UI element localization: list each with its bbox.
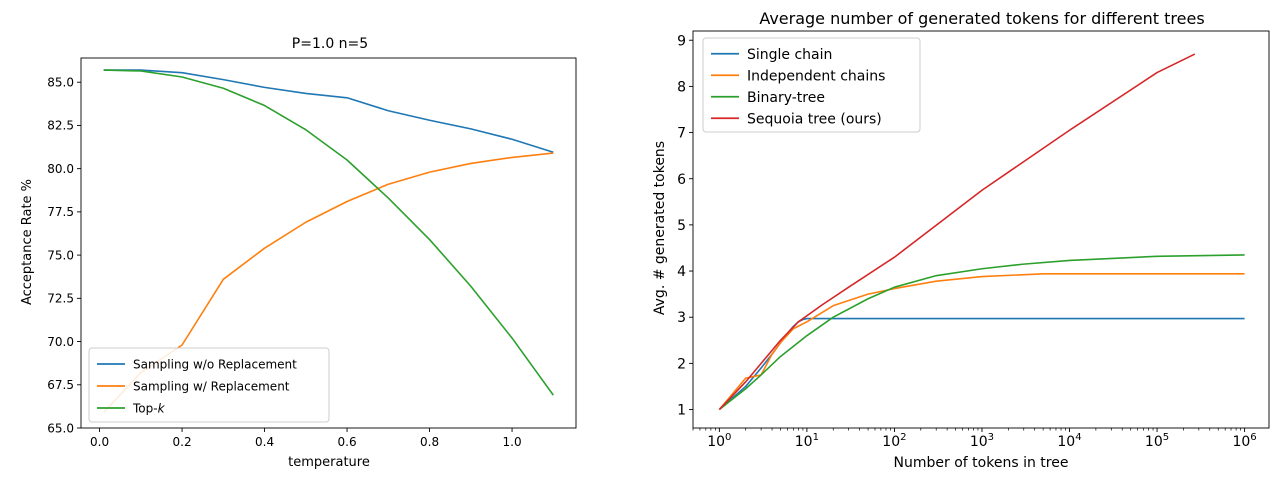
y-tick-label: 5: [677, 218, 686, 234]
y-tick-label: 80.0: [47, 162, 74, 176]
y-tick-label: 77.5: [47, 205, 74, 219]
x-ticks: 0.0 0.2 0.4 0.6 0.8 1.0: [90, 428, 522, 449]
axes-frame: [80, 57, 577, 429]
y-tick-label: 85.0: [47, 76, 74, 90]
y-ticks: 65.0 67.5 70.0 72.5 75.0 77.5 80.0 82.5 85.0: [47, 76, 81, 435]
x-axis-label: temperature: [288, 455, 370, 470]
y-tick-label: 65.0: [47, 421, 74, 435]
series-line-binary-tree: [718, 254, 1245, 411]
x-tick-label: 1.0: [503, 435, 522, 449]
y-tick-label: 72.5: [47, 292, 74, 306]
legend: Sampling w/o Replacement Sampling w/ Repl…: [88, 347, 330, 423]
series-line-sequoia-tree-ours: [718, 53, 1196, 411]
y-tick-label: 75.0: [47, 248, 74, 262]
legend-label-independent-chains: Independent chains: [747, 68, 885, 84]
series-line-independent-chains: [718, 273, 1245, 411]
x-ticks: 100 101 102 103 104 105 106: [692, 428, 1257, 450]
y-tick-label: 1: [677, 403, 686, 419]
y-tick-label: 67.5: [47, 378, 74, 392]
y-tick-label: 8: [677, 79, 686, 95]
y-axis-label: Acceptance Rate %: [20, 179, 35, 305]
x-tick-label: 102: [882, 432, 906, 450]
legend-box: [702, 37, 921, 133]
legend-label-top-k: Top-k: [132, 401, 166, 415]
series-line-top-k: [103, 69, 554, 396]
y-ticks: 1 2 3 4 5 6 7 8 9: [677, 33, 693, 419]
acceptance-rate-chart: P=1.0 n=5 0.0 0.2 0.4 0.6 0.8 1.0 65.0 67.5 70.…: [20, 36, 577, 470]
generated-tokens-chart: Average number of generated tokens for d…: [652, 9, 1270, 471]
legend: Single chain Independent chains Binary-tre…: [702, 37, 921, 133]
x-tick-label: 0.8: [420, 435, 439, 449]
x-tick-label: 106: [1232, 432, 1256, 450]
legend-label-sequoia-tree-ours: Sequoia tree (ours): [747, 111, 882, 127]
legend-label-single-chain: Single chain: [747, 47, 832, 63]
x-tick-label: 101: [795, 432, 819, 450]
x-axis-label: Number of tokens in tree: [894, 455, 1069, 471]
chart-title: P=1.0 n=5: [292, 36, 368, 52]
series-layer: [718, 53, 1245, 411]
y-axis-label: Avg. # generated tokens: [652, 141, 668, 315]
x-tick-label: 103: [970, 432, 994, 450]
axes-frame: [692, 30, 1270, 429]
legend-label-sampling-w-replacement: Sampling w/ Replacement: [133, 379, 290, 393]
x-tick-label: 0.4: [255, 435, 274, 449]
x-tick-label: 100: [707, 432, 731, 450]
x-tick-label: 105: [1145, 432, 1169, 450]
legend-label-binary-tree: Binary-tree: [747, 90, 825, 106]
x-tick-label: 0.2: [173, 435, 192, 449]
y-tick-label: 82.5: [47, 119, 74, 133]
y-tick-label: 9: [677, 33, 686, 49]
y-tick-label: 2: [677, 356, 686, 372]
y-tick-label: 4: [677, 264, 686, 280]
x-tick-label: 104: [1057, 432, 1081, 450]
x-tick-label: 0.6: [338, 435, 357, 449]
legend-label-sampling-w-o-replacement: Sampling w/o Replacement: [133, 357, 297, 371]
x-tick-label: 0.0: [90, 435, 109, 449]
y-tick-label: 6: [677, 172, 686, 188]
y-tick-label: 70.0: [47, 335, 74, 349]
chart-title: Average number of generated tokens for d…: [759, 9, 1204, 28]
legend-box: [88, 347, 330, 423]
series-line-sampling-w-o-replacement: [103, 69, 554, 153]
series-line-single-chain: [718, 317, 1245, 411]
y-tick-label: 3: [677, 310, 686, 326]
y-tick-label: 7: [677, 126, 686, 142]
